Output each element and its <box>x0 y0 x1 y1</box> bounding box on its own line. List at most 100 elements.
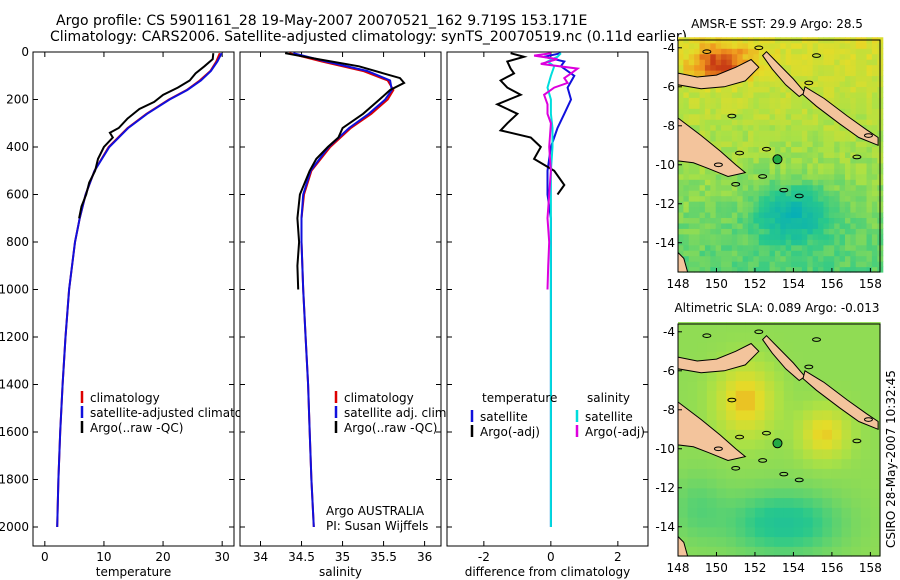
map-cell-sla <box>716 468 727 479</box>
map-cell-sst <box>710 86 717 93</box>
map-cell-sst <box>683 233 690 240</box>
map-cell-sst <box>683 64 690 71</box>
map-cell-sst <box>774 80 781 87</box>
map-cell-sst <box>704 119 711 126</box>
map-cell-sst <box>721 217 728 224</box>
map-cell-sla <box>697 351 708 362</box>
map-cell-sla <box>803 468 814 479</box>
map-cell-sst <box>839 53 846 60</box>
map-cell-sst <box>871 195 878 202</box>
map-cell-sst <box>823 151 830 158</box>
map-cell-sst <box>855 266 862 273</box>
map-cell-sst <box>726 211 733 219</box>
map-cell-sla <box>783 380 795 391</box>
map-cell-sst <box>764 228 771 235</box>
map-cell-sst <box>758 157 765 164</box>
map-cell-sst <box>812 140 819 148</box>
map-x-tick-label-sst: 154 <box>782 277 805 291</box>
map-land-sla <box>677 400 747 462</box>
map-cell-sla <box>870 390 881 401</box>
map-cell-sst <box>710 201 717 208</box>
map-cell-sst <box>694 190 701 197</box>
map-cell-sla <box>870 448 881 460</box>
map-cell-sst <box>871 48 878 55</box>
map-cell-sst <box>715 97 722 104</box>
map-cell-sst <box>721 211 728 219</box>
map-cell-sst <box>683 179 690 186</box>
map-cell-sst <box>791 173 798 180</box>
legend-label-diff: Argo(-adj) <box>480 425 540 439</box>
map-cell-sla <box>870 507 881 518</box>
map-cell-sst <box>818 80 825 87</box>
map-island-sst <box>852 154 862 160</box>
map-cell-sst <box>742 168 749 175</box>
map-cell-sst <box>796 206 803 213</box>
map-cell-sst <box>823 157 830 164</box>
map-cell-sst <box>742 266 749 273</box>
map-cell-sst <box>801 244 808 251</box>
map-cell-sst <box>721 124 728 131</box>
map-cell-sla <box>716 536 727 547</box>
map-cell-sst <box>678 184 684 191</box>
map-cell-sst <box>678 206 684 213</box>
map-cell-sst <box>678 102 684 109</box>
map-cell-sst <box>828 228 835 235</box>
map-cell-sst <box>731 266 738 273</box>
map-cell-sst <box>844 190 851 197</box>
map-cell-sst <box>796 108 803 115</box>
map-cell-sst <box>764 64 771 71</box>
map-cell-sla <box>870 526 881 538</box>
map-cell-sla <box>726 380 737 391</box>
map-cell-sla <box>812 390 823 401</box>
map-cell-sst <box>823 130 830 137</box>
map-cell-sst <box>742 255 749 262</box>
map-cell-sst <box>828 195 835 202</box>
map-cell-sst <box>710 102 717 109</box>
map-cell-sst <box>796 168 803 175</box>
map-cell-sst <box>818 173 825 180</box>
map-cell-sst <box>688 206 695 213</box>
map-cell-sst <box>866 97 873 104</box>
map-y-tick-label-sst: -12 <box>655 197 675 211</box>
map-cell-sst <box>866 244 873 251</box>
map-cell-sla <box>822 351 833 362</box>
map-cell-sla <box>812 361 823 372</box>
map-cell-sst <box>758 179 765 186</box>
map-cell-sst <box>812 261 819 268</box>
map-cell-sst <box>704 184 711 191</box>
map-cell-sst <box>742 206 749 213</box>
map-cell-sst <box>748 222 755 229</box>
map-cell-sst <box>731 42 738 49</box>
map-cell-sst <box>678 86 684 93</box>
map-cell-sst <box>688 179 695 186</box>
map-cell-sst <box>796 157 803 164</box>
map-cell-sst <box>785 228 792 235</box>
map-cell-sst <box>807 228 814 235</box>
map-cell-sla <box>803 341 814 352</box>
map-cell-sst <box>834 162 841 169</box>
map-cell-sst <box>861 75 868 82</box>
map-cell-sst <box>823 140 830 148</box>
map-cell-sst <box>764 157 771 164</box>
map-cell-sla <box>745 439 756 450</box>
map-cell-sst <box>721 233 728 240</box>
map-cell-sst <box>710 108 717 115</box>
map-cell-sla <box>706 419 718 430</box>
argo-position-marker-sst <box>772 154 783 165</box>
map-cell-sla <box>764 361 775 372</box>
map-cell-sla <box>803 322 814 333</box>
map-cell-sst <box>834 255 841 262</box>
map-cell-sst <box>758 53 765 60</box>
map-cell-sst <box>758 261 765 268</box>
map-cell-sla <box>841 468 852 479</box>
map-cell-sst <box>780 113 787 120</box>
map-cell-sst <box>737 239 744 246</box>
map-cell-sst <box>823 80 830 87</box>
map-cell-sst <box>785 239 792 246</box>
map-cell-sst <box>823 53 830 60</box>
map-cell-sst <box>866 102 873 109</box>
map-cell-sst <box>844 168 851 175</box>
map-cell-sla <box>822 341 833 352</box>
map-cell-sst <box>850 162 857 169</box>
map-cell-sst <box>791 168 798 175</box>
